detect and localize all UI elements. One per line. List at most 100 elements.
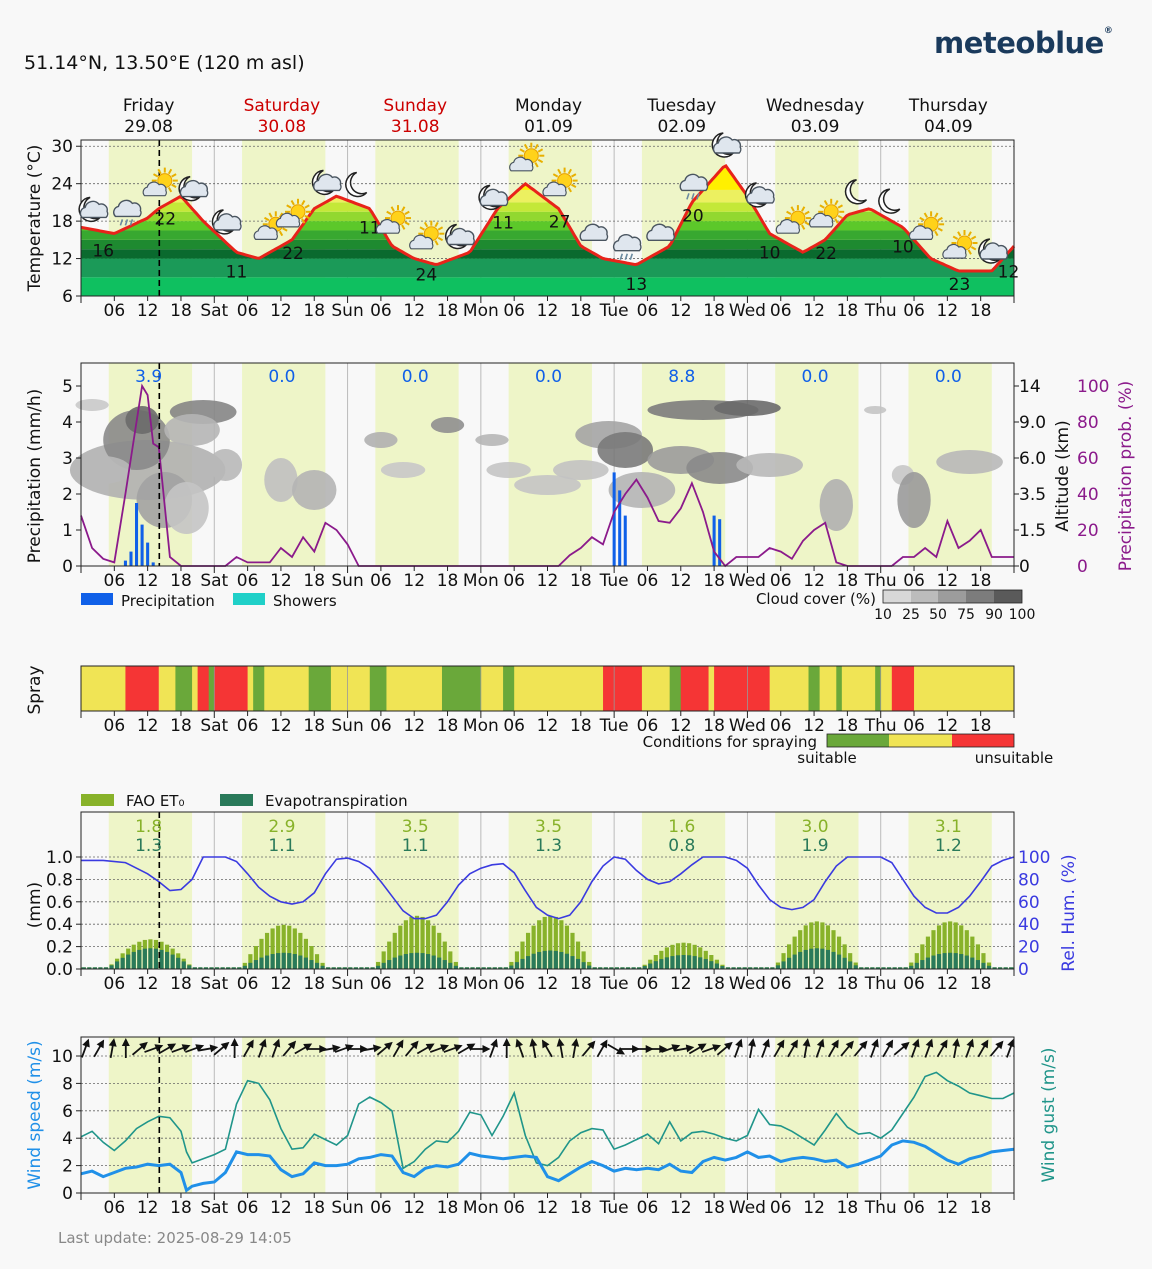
cloud-body xyxy=(612,234,642,252)
cloud-body xyxy=(509,156,534,172)
sun-ray xyxy=(434,221,439,228)
temp-ytick-label: 6 xyxy=(62,287,73,307)
fao-et0-bar xyxy=(281,924,286,969)
fao-et0-bar xyxy=(820,922,825,969)
fao-et0-bar xyxy=(909,962,914,969)
temperature-line xyxy=(80,163,1016,273)
arrow-head xyxy=(912,1038,920,1048)
evapotranspiration-bar xyxy=(137,949,142,969)
wind-direction-arrow xyxy=(320,1044,341,1053)
wind-direction-arrow xyxy=(185,1044,205,1053)
cloud-body xyxy=(746,186,775,204)
fao-et0-bar xyxy=(314,954,320,969)
day-date: 02.09 xyxy=(657,117,706,137)
evapotranspiration-bar xyxy=(437,957,442,969)
precip-ytick-label: 3 xyxy=(62,449,73,469)
evapotranspiration-bar xyxy=(753,967,758,969)
sun-ray xyxy=(786,210,792,215)
arrow-head xyxy=(802,1038,811,1047)
fao-et0-bar xyxy=(248,954,253,969)
arrow-head xyxy=(859,1040,868,1050)
wind-direction-arrow xyxy=(158,1043,177,1055)
evapotranspiration-bar xyxy=(748,967,753,969)
arrow-head xyxy=(685,1044,695,1053)
sun-ray xyxy=(167,187,173,193)
evapotranspiration-bar xyxy=(936,954,942,969)
evapotranspiration-bar xyxy=(714,963,719,969)
evap-tick-label: Mon xyxy=(463,974,499,994)
evapotranspiration-bar xyxy=(381,962,386,969)
temp-max-label: 20 xyxy=(682,206,704,226)
brand-mark: ® xyxy=(1103,26,1113,36)
arrow-head xyxy=(556,1038,565,1047)
precip-tick-label: 06 xyxy=(370,571,392,591)
cloud-cover-patch xyxy=(380,462,426,478)
moon-cloud-icon xyxy=(445,223,475,250)
temp-tick-label: 18 xyxy=(703,301,725,321)
evap-ytick-label: 0.6 xyxy=(46,893,73,913)
altitude-tick-label: 0 xyxy=(1019,557,1030,577)
fao-et0-bar xyxy=(964,930,969,969)
wind-direction-arrow xyxy=(198,1044,219,1053)
cloud-cover-legend-border xyxy=(882,589,1023,604)
spray-segment-suitable xyxy=(875,666,882,711)
wind-ytick-label: 10 xyxy=(51,1047,73,1067)
day-name: Friday xyxy=(123,96,175,116)
fao-et0-bar xyxy=(309,946,314,969)
spray-segment-medium xyxy=(330,666,371,711)
arrow-head xyxy=(724,1041,733,1051)
evap-tick-label: 12 xyxy=(403,974,425,994)
wind-direction-arrow xyxy=(392,1039,404,1058)
fao-et0-bar xyxy=(437,932,442,969)
evapotranspiration-bar xyxy=(253,960,259,969)
evapotranspiration-bar xyxy=(398,955,403,969)
evap-tick-label: 12 xyxy=(670,974,692,994)
sun-ray xyxy=(523,143,529,150)
humidity-tick: 60 xyxy=(1018,893,1040,913)
precip-tick-label: 12 xyxy=(803,571,825,591)
spray-segment-unsuitable xyxy=(680,666,710,711)
wind-direction-arrow xyxy=(936,1039,948,1058)
sun-ray xyxy=(934,212,939,218)
temp-tick-label: 18 xyxy=(303,301,325,321)
fao-et0-bar xyxy=(276,925,281,969)
evapotranspiration-bar xyxy=(376,965,381,969)
sun-ray xyxy=(819,204,825,209)
cloud-cover-swatch xyxy=(994,590,1022,603)
evapotranspiration-bar xyxy=(637,967,642,969)
precip-prob-tick: 40 xyxy=(1077,485,1099,505)
daily-evap-total: 1.2 xyxy=(935,836,962,856)
sun-ray xyxy=(278,230,284,237)
precip-ytick-label: 4 xyxy=(62,413,73,433)
evapotranspiration-bar xyxy=(320,965,325,969)
arrow-head xyxy=(82,1038,90,1048)
temp-tick-label: 12 xyxy=(537,301,559,321)
cloud-shape xyxy=(712,136,742,154)
evapotranspiration-bar xyxy=(814,948,819,969)
wind-direction-arrow xyxy=(748,1038,756,1059)
sun-cloud-icon xyxy=(509,142,545,172)
evapotranspiration-bar xyxy=(481,967,486,969)
evapotranspiration-bar xyxy=(170,954,175,969)
sun-ray xyxy=(286,204,292,209)
arrow-head xyxy=(1007,1038,1015,1048)
precip-bar xyxy=(123,560,127,566)
wind-tick-label: 06 xyxy=(903,1198,925,1218)
cloud-rain-icon xyxy=(679,173,709,200)
day-name: Tuesday xyxy=(646,96,716,116)
wind-direction-arrow xyxy=(416,1043,435,1055)
evapotranspiration-bar xyxy=(92,967,97,969)
precip-prob-tick: 80 xyxy=(1077,413,1099,433)
wind-direction-arrow xyxy=(674,1044,695,1053)
wind-ytick-label: 2 xyxy=(62,1157,73,1177)
moon-cloud-icon xyxy=(978,238,1009,264)
wind-direction-arrow xyxy=(515,1038,525,1058)
wind-ytick-label: 8 xyxy=(62,1074,73,1094)
evapotranspiration-bar xyxy=(959,954,964,969)
temp-band xyxy=(81,258,1014,278)
fao-et0-bar xyxy=(925,936,931,969)
evapotranspiration-bar xyxy=(525,956,531,969)
wind-direction-arrow xyxy=(230,1038,239,1058)
evapotranspiration-bar xyxy=(426,954,431,969)
sun-cloud-icon xyxy=(908,211,945,240)
